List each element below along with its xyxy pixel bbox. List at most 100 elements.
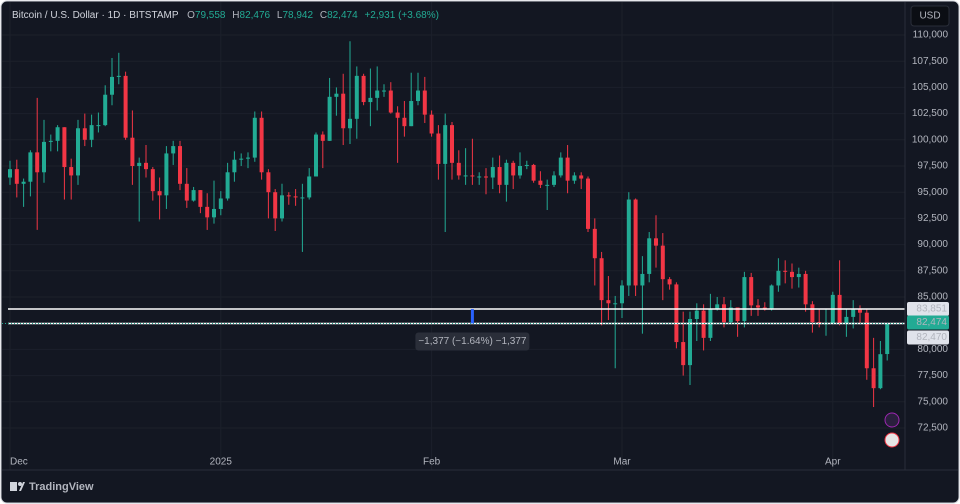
ohlc-key: C (320, 10, 327, 21)
candle-body (320, 134, 325, 141)
candle-body (477, 176, 482, 178)
candle-body (742, 277, 747, 322)
candle-body (205, 206, 210, 218)
candle-body (110, 76, 114, 95)
x-tick-label: 2025 (210, 457, 233, 468)
candle-body (395, 112, 400, 118)
candle-body (307, 176, 312, 198)
candle-body (354, 75, 359, 119)
candle-body (579, 175, 584, 179)
candle-body (463, 175, 468, 177)
price-tag-label: 83,851 (916, 304, 947, 315)
candle-body (130, 137, 135, 166)
candle-body (150, 169, 155, 192)
candle-body (21, 181, 26, 184)
candle-body (769, 285, 774, 310)
candle-body (144, 162, 148, 170)
candle-body (8, 169, 12, 178)
y-tick-label: 95,000 (917, 187, 948, 198)
candle-body (613, 303, 618, 305)
candle-body (266, 172, 271, 193)
currency[interactable]: USD (919, 11, 940, 22)
y-tick-label: 90,000 (917, 239, 948, 250)
candle-body (715, 304, 720, 309)
candle-body (69, 167, 74, 176)
candle-body (851, 309, 856, 317)
candle-body (273, 192, 278, 219)
candle-body (116, 75, 121, 77)
candle-body (878, 354, 883, 389)
candle-body (586, 178, 590, 229)
ohlc-value: 79,558 (195, 10, 226, 21)
y-tick-label: 105,000 (912, 82, 949, 93)
icon-flag[interactable] (884, 432, 900, 448)
price-tag (907, 302, 949, 317)
ohlc-value: 82,474 (327, 10, 358, 21)
candle-body (688, 319, 692, 366)
candle-body (538, 180, 543, 185)
candle-body (191, 190, 196, 201)
x-tick-label: Apr (825, 457, 841, 468)
y-tick-label: 100,000 (912, 134, 949, 145)
y-tick-label: 85,000 (917, 292, 948, 303)
candle-body (368, 97, 373, 103)
y-tick-label: 72,500 (917, 423, 948, 434)
candle-body (681, 342, 686, 366)
candle-body (749, 277, 754, 306)
plot: −1,377 (−1.64%) −1,377 (2, 2, 905, 470)
candle-body (103, 94, 108, 126)
candle-body (82, 128, 87, 140)
change: +2,931 (+3.68%) (364, 10, 439, 21)
ohlc-key: O (187, 10, 195, 21)
candle-body (803, 273, 808, 305)
price-tag (907, 315, 949, 330)
candle-body (450, 125, 454, 163)
price-tag-label: 82,474 (916, 317, 947, 328)
candle-body (293, 196, 298, 198)
candle-body (225, 172, 230, 199)
icon-flash[interactable] (884, 412, 900, 428)
measure-label: −1,377 (−1.64%) −1,377 (418, 336, 527, 347)
candle-body (456, 162, 461, 176)
candle-body (184, 183, 189, 201)
candle-body (484, 176, 488, 178)
candle-body (178, 146, 182, 184)
candle-body (171, 146, 176, 154)
candle-body (531, 164, 536, 181)
candle-body (76, 128, 80, 176)
candle-body (790, 271, 794, 278)
candle-body (212, 208, 216, 218)
candle-body (232, 159, 237, 173)
candle-body (436, 133, 441, 164)
candle-body (511, 162, 516, 176)
logo-mark (18, 482, 22, 486)
candle-body (871, 368, 876, 389)
candle-body (402, 117, 407, 127)
candle-body (300, 197, 305, 199)
symbol: Bitcoin / U.S. Dollar · 1D · BITSTAMP (12, 10, 179, 21)
candle-body (42, 141, 46, 173)
y-tick-label: 87,500 (917, 265, 948, 276)
ohlc-value: 82,476 (240, 10, 271, 21)
candle-body (218, 198, 223, 209)
candle-body (606, 300, 611, 304)
candle-body (443, 125, 448, 164)
candle-body (552, 175, 556, 185)
candle-body (341, 93, 346, 129)
candle-body (620, 285, 624, 304)
candle-body (796, 273, 801, 278)
candle-body (327, 96, 332, 141)
candle-body (123, 75, 128, 138)
candle-body (286, 195, 291, 197)
candle-body (864, 312, 869, 369)
candle-body (361, 75, 366, 103)
candle-body (409, 101, 414, 127)
currency-button[interactable] (910, 5, 950, 27)
candle-body (382, 90, 386, 92)
candle-body (96, 125, 101, 127)
header: Bitcoin / U.S. Dollar · 1D · BITSTAMP O7… (12, 10, 439, 21)
candle-body (776, 270, 781, 286)
